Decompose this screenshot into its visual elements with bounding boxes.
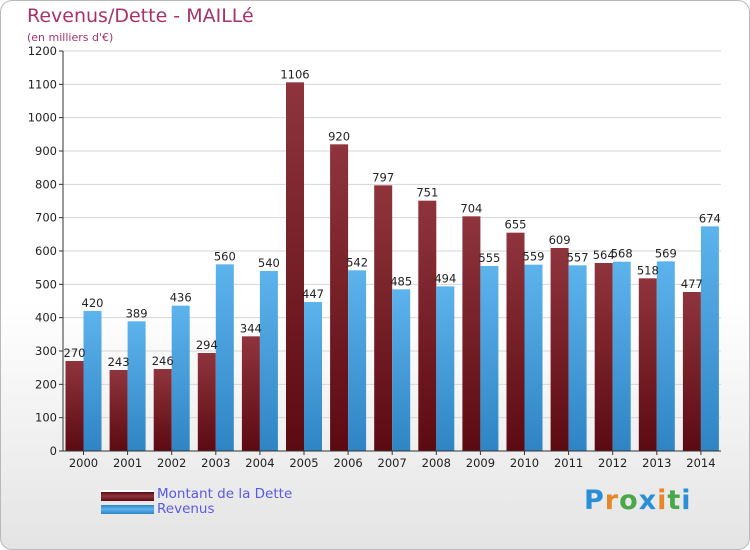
y-tick-label: 1100 — [28, 77, 57, 91]
y-tick-label: 800 — [35, 177, 57, 191]
x-tick-label: 2006 — [333, 456, 362, 470]
x-tick-label: 2012 — [598, 456, 627, 470]
bar-revenus — [524, 264, 543, 451]
x-tick-label: 2010 — [510, 456, 539, 470]
bar-revenus — [700, 226, 719, 451]
y-tick-label: 100 — [35, 411, 57, 425]
data-label-dette: 751 — [416, 186, 438, 200]
data-label-revenus: 494 — [434, 271, 456, 285]
data-label-revenus: 389 — [126, 306, 148, 320]
y-tick-label: 200 — [35, 377, 57, 391]
data-label-dette: 1106 — [280, 67, 309, 81]
data-label-revenus: 560 — [214, 249, 236, 263]
y-tick-label: 900 — [35, 144, 57, 158]
legend-swatch-dette — [101, 490, 154, 501]
data-label-revenus: 436 — [170, 291, 192, 305]
data-label-dette: 564 — [593, 248, 615, 262]
chart-title: Revenus/Dette - MAILLé — [27, 5, 254, 27]
data-label-dette: 655 — [505, 218, 527, 232]
bar-revenus — [259, 271, 278, 451]
data-label-dette: 477 — [681, 277, 703, 291]
x-tick-label: 2009 — [466, 456, 495, 470]
bar-dette — [153, 369, 172, 451]
bar-dette — [550, 248, 569, 451]
bar-dette — [374, 185, 393, 452]
bar-dette — [109, 370, 128, 451]
y-tick-label: 1000 — [28, 111, 57, 125]
proxiti-logo-text: Proxiti — [584, 485, 692, 516]
data-label-revenus: 485 — [390, 274, 412, 288]
y-tick-label: 300 — [35, 344, 57, 358]
data-label-dette: 243 — [108, 355, 130, 369]
data-label-revenus: 447 — [302, 287, 324, 301]
data-label-revenus: 568 — [611, 247, 633, 261]
x-tick-label: 2003 — [201, 456, 230, 470]
y-tick-label: 0 — [50, 444, 57, 458]
bar-revenus — [612, 261, 631, 451]
bar-revenus — [127, 321, 146, 451]
y-tick-label: 500 — [35, 277, 57, 291]
y-tick-label: 400 — [35, 311, 57, 325]
proxiti-logo: Proxiti — [584, 485, 692, 516]
bar-revenus — [480, 266, 499, 451]
bar-dette — [330, 144, 349, 452]
bar-dette — [682, 292, 701, 451]
bar-dette — [197, 353, 216, 451]
bar-revenus — [348, 270, 367, 451]
data-label-dette: 270 — [64, 346, 86, 360]
x-tick-label: 2004 — [245, 456, 274, 470]
data-label-revenus: 542 — [346, 255, 368, 269]
y-tick-label: 1200 — [28, 44, 57, 58]
legend-label-dette: Montant de la Dette — [157, 486, 293, 502]
x-tick-label: 2002 — [157, 456, 186, 470]
y-tick-label: 700 — [35, 211, 57, 225]
bar-dette — [286, 82, 304, 451]
bar-revenus — [568, 265, 587, 451]
bar-dette — [462, 216, 481, 451]
x-tick-label: 2011 — [554, 456, 583, 470]
bar-revenus — [392, 289, 411, 451]
data-label-dette: 704 — [460, 201, 482, 215]
x-tick-label: 2008 — [422, 456, 451, 470]
data-label-dette: 920 — [328, 129, 350, 143]
bar-revenus — [215, 264, 234, 451]
y-tick-label: 600 — [35, 244, 57, 258]
bar-dette — [241, 336, 260, 451]
bar-revenus — [304, 302, 322, 451]
x-tick-label: 2007 — [378, 456, 407, 470]
data-label-dette: 518 — [637, 263, 659, 277]
bar-revenus — [83, 311, 102, 451]
x-tick-label: 2000 — [69, 456, 98, 470]
bar-dette — [638, 278, 657, 451]
bar-revenus — [656, 261, 675, 451]
legend-label-revenus: Revenus — [157, 501, 215, 517]
bar-revenus — [171, 305, 190, 451]
data-label-dette: 797 — [372, 170, 394, 184]
data-label-revenus: 674 — [699, 211, 721, 225]
data-label-revenus: 557 — [567, 250, 589, 264]
x-tick-label: 2001 — [113, 456, 142, 470]
data-label-revenus: 569 — [655, 246, 677, 260]
data-label-revenus: 555 — [478, 251, 500, 265]
bar-dette — [594, 263, 613, 451]
data-label-revenus: 559 — [523, 250, 545, 264]
data-label-dette: 246 — [152, 354, 174, 368]
legend-swatch-revenus — [101, 505, 154, 514]
data-label-dette: 294 — [196, 338, 218, 352]
x-tick-label: 2013 — [642, 456, 671, 470]
data-label-revenus: 420 — [82, 296, 104, 310]
bar-dette — [418, 200, 437, 451]
chart-subtitle: (en milliers d'€) — [27, 31, 114, 44]
x-tick-label: 2005 — [289, 456, 318, 470]
data-label-revenus: 540 — [258, 256, 280, 270]
bar-dette — [506, 232, 525, 451]
bar-revenus — [436, 286, 455, 451]
data-label-dette: 344 — [240, 321, 262, 335]
data-label-dette: 609 — [549, 233, 571, 247]
bar-dette — [65, 361, 84, 451]
x-tick-label: 2014 — [686, 456, 715, 470]
